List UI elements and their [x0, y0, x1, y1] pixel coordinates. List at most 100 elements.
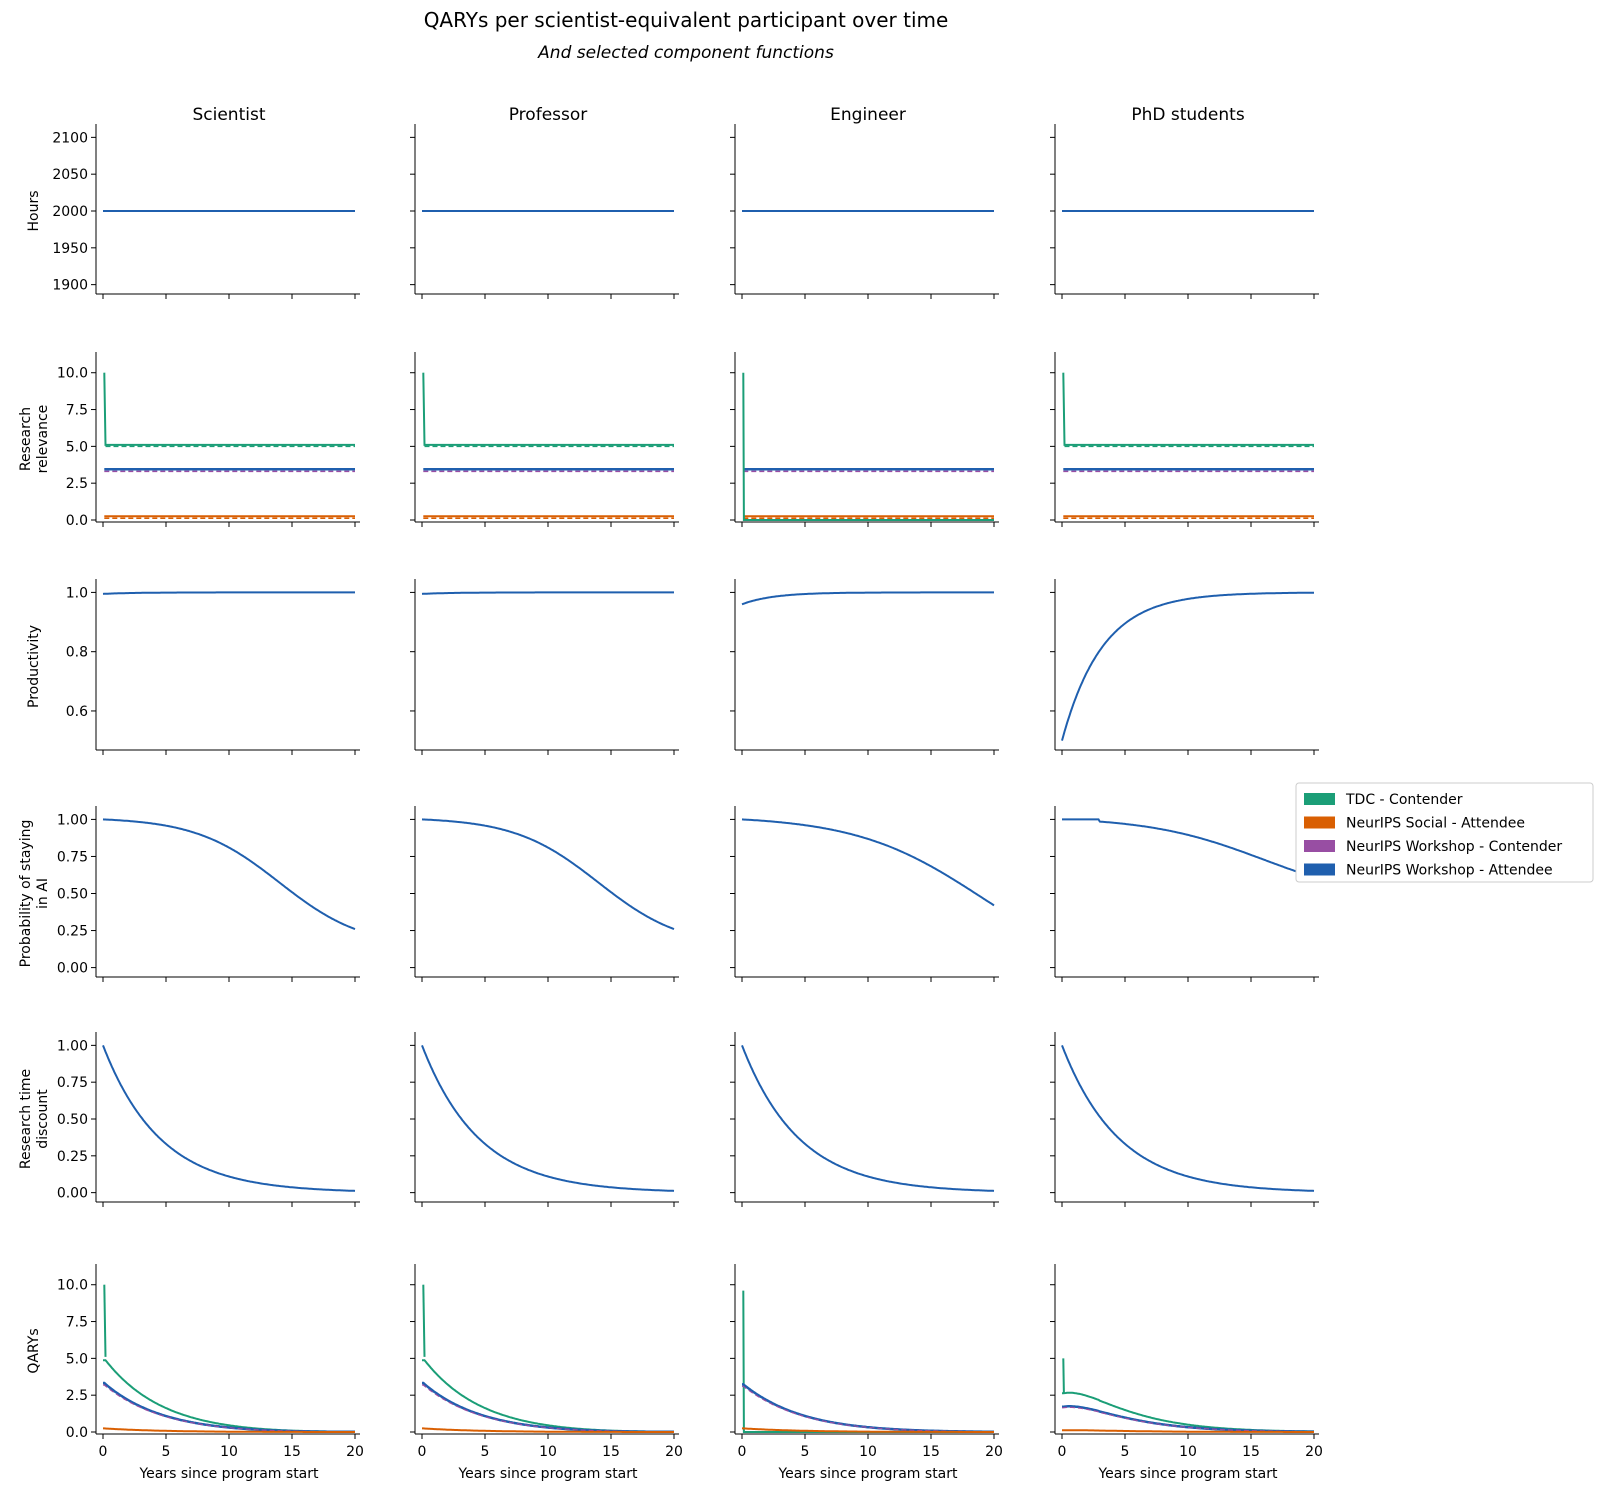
- y-tick-label: 0.8: [66, 645, 88, 661]
- y-tick-label: 0.25: [57, 1149, 88, 1165]
- subplot-research-time-discount-engineer: [730, 1032, 999, 1207]
- subplot-productivity-professor: [410, 579, 679, 755]
- legend-swatch-neurips-workshop-contender: [1304, 840, 1335, 852]
- y-axis-label-research-relevance: Researchrelevance: [18, 405, 51, 474]
- series-line-staying-in-ai: [102, 818, 356, 931]
- series-line-staying-in-ai: [1062, 818, 1315, 879]
- legend-swatch-neurips-workshop-attendee: [1304, 863, 1335, 876]
- y-tick-label: 1.00: [57, 812, 88, 828]
- x-tick-label: 20: [1305, 1444, 1323, 1460]
- y-axis-label-research-time-discount: Research timediscount: [18, 1069, 51, 1169]
- y-tick-label: 0.0: [66, 513, 88, 529]
- column-title-scientist: Scientist: [192, 105, 265, 125]
- subplot-research-time-discount-scientist: 0.00 0.25 0.50 0.75 1.00: [57, 1032, 360, 1207]
- y-tick-label: 1.0: [66, 585, 88, 601]
- subplot-research-time-discount-phd-students: [1050, 1032, 1319, 1207]
- series-line-staying-in-ai: [741, 818, 995, 907]
- y-tick-label: 2100: [52, 130, 88, 146]
- x-axis-label: Years since program start: [777, 1466, 958, 1482]
- subplot-research-relevance-engineer: [730, 352, 999, 527]
- series-line-neurips-social-attendee: [742, 1427, 994, 1433]
- x-tick-label: 0: [738, 1444, 747, 1460]
- legend: TDC - Contender NeurIPS Social - Attendee…: [1295, 782, 1594, 883]
- x-tick-label: 20: [985, 1444, 1003, 1460]
- series-line-time-discount: [102, 1045, 356, 1192]
- series-line-tdc-contender: [422, 372, 674, 446]
- x-tick-label: 20: [665, 1444, 683, 1460]
- x-axis-label: Years since program start: [457, 1466, 638, 1482]
- subplot-probability-of-staying-in-ai-scientist: 0.00 0.25 0.50 0.75 1.00: [57, 806, 360, 982]
- subplot-research-relevance-professor: [410, 352, 679, 527]
- series-line-productivity: [1061, 591, 1314, 741]
- subplot-qarys-professor: 0 5 10 15 20 Years since program start: [410, 1264, 683, 1482]
- y-tick-label: 0.6: [66, 704, 88, 720]
- subplot-qarys-scientist: 0.0 2.5 5.0 7.5 10.0 0 5 10 15 20 Years since prog…: [57, 1264, 364, 1482]
- x-tick-label: 15: [922, 1444, 940, 1460]
- x-tick-label: 0: [418, 1444, 427, 1460]
- legend-frame: [1295, 782, 1594, 883]
- subplot-research-relevance-scientist: 0.0 2.5 5.0 7.5 10.0: [57, 352, 360, 529]
- column-title-phd-students: PhD students: [1131, 105, 1245, 125]
- y-tick-label: 2.5: [66, 1388, 88, 1404]
- legend-label-neurips-workshop-contender: NeurIPS Workshop - Contender: [1346, 839, 1562, 855]
- x-tick-label: 5: [162, 1444, 171, 1460]
- series-line-productivity: [102, 591, 355, 595]
- x-tick-label: 15: [602, 1444, 620, 1460]
- y-axis-label-qarys: QARYs: [26, 1328, 42, 1373]
- subplot-research-relevance-phd-students: [1050, 352, 1319, 527]
- y-tick-label: 5.0: [66, 1351, 88, 1367]
- x-tick-label: 15: [1242, 1444, 1260, 1460]
- series-line-productivity: [741, 591, 994, 606]
- y-tick-label: 10.0: [57, 1278, 88, 1294]
- x-tick-label: 0: [1058, 1444, 1067, 1460]
- x-tick-label: 5: [481, 1444, 490, 1460]
- subplot-hours-scientist: 1900 1950 2000 2050 2100: [52, 124, 360, 299]
- legend-label-neurips-workshop-attendee: NeurIPS Workshop - Attendee: [1346, 863, 1553, 879]
- series-line-time-discount: [741, 1045, 995, 1192]
- y-tick-label: 2000: [52, 204, 88, 220]
- y-tick-label: 0.50: [57, 1112, 88, 1128]
- series-line-tdc-contender: [103, 372, 355, 446]
- series-line-time-discount: [1061, 1045, 1315, 1192]
- x-axis-label: Years since program start: [1097, 1466, 1278, 1482]
- x-tick-label: 5: [1121, 1444, 1130, 1460]
- x-tick-label: 15: [283, 1444, 301, 1460]
- y-tick-label: 7.5: [66, 403, 88, 419]
- y-tick-label: 2050: [52, 167, 88, 183]
- y-tick-label: 1.00: [57, 1038, 88, 1054]
- subplot-research-time-discount-professor: [410, 1032, 679, 1207]
- subplot-probability-of-staying-in-ai-phd-students: [1050, 806, 1319, 982]
- series-line-neurips-social-attendee: [103, 1427, 355, 1433]
- y-tick-label: 0.0: [66, 1425, 88, 1441]
- subplot-productivity-engineer: [730, 579, 999, 755]
- subplot-probability-of-staying-in-ai-engineer: [730, 806, 999, 982]
- subplot-hours-phd-students: [1050, 124, 1319, 299]
- series-line-tdc-contender: [742, 1290, 994, 1433]
- y-tick-label: 0.50: [57, 887, 88, 903]
- y-axis-label-hours: Hours: [26, 190, 42, 231]
- subplot-hours-professor: [410, 124, 679, 299]
- subplot-productivity-scientist: 0.6 0.8 1.0: [66, 579, 360, 755]
- y-tick-label: 0.00: [57, 1186, 88, 1202]
- series-line-time-discount: [421, 1045, 675, 1192]
- legend-label-neurips-social-attendee: NeurIPS Social - Attendee: [1346, 816, 1525, 832]
- x-tick-label: 0: [99, 1444, 108, 1460]
- series-line-tdc-contender-spike: [103, 1284, 107, 1357]
- series-line-neurips-social-attendee: [1062, 1429, 1314, 1433]
- y-axis-label-probability-of-staying-in-ai: Probability of stayingin AI: [18, 820, 51, 968]
- figure-subtitle: And selected component functions: [537, 43, 834, 63]
- subplot-productivity-phd-students: [1050, 579, 1319, 755]
- x-tick-label: 10: [220, 1444, 238, 1460]
- y-axis-label-productivity: Productivity: [26, 625, 42, 708]
- legend-label-tdc-contender: TDC - Contender: [1345, 792, 1463, 808]
- column-title-engineer: Engineer: [830, 105, 906, 125]
- series-line-staying-in-ai: [421, 818, 675, 931]
- series-line-tdc-contender-spike: [422, 1284, 426, 1357]
- x-tick-label: 5: [801, 1444, 810, 1460]
- subplot-probability-of-staying-in-ai-professor: [410, 806, 679, 982]
- y-tick-label: 2.5: [66, 476, 88, 492]
- series-line-productivity: [421, 591, 674, 595]
- series-line-tdc-contender: [422, 1359, 674, 1433]
- legend-swatch-tdc-contender: [1304, 793, 1335, 805]
